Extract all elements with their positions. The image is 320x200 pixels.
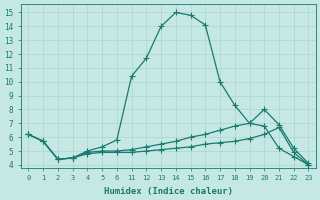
X-axis label: Humidex (Indice chaleur): Humidex (Indice chaleur) [104,187,233,196]
